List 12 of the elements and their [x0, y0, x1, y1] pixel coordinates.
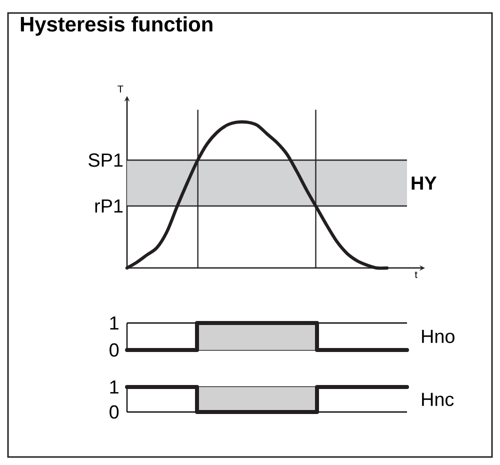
- y-tick-label: 1: [110, 380, 118, 394]
- y-tick-label: 1: [110, 316, 118, 330]
- y-tick-label: 0: [110, 405, 119, 419]
- series-label: Hno: [422, 330, 454, 344]
- ref-line-label: SP1: [88, 153, 123, 167]
- ref-line-label: rP1: [95, 200, 123, 213]
- y-axis-title: T: [118, 86, 124, 92]
- band-label: HY: [412, 176, 437, 190]
- series-label: Hnc: [422, 392, 454, 406]
- y-tick-label: 0: [110, 343, 119, 357]
- chart-title: Hysteresis function: [20, 16, 212, 36]
- x-axis-title: t: [414, 272, 418, 278]
